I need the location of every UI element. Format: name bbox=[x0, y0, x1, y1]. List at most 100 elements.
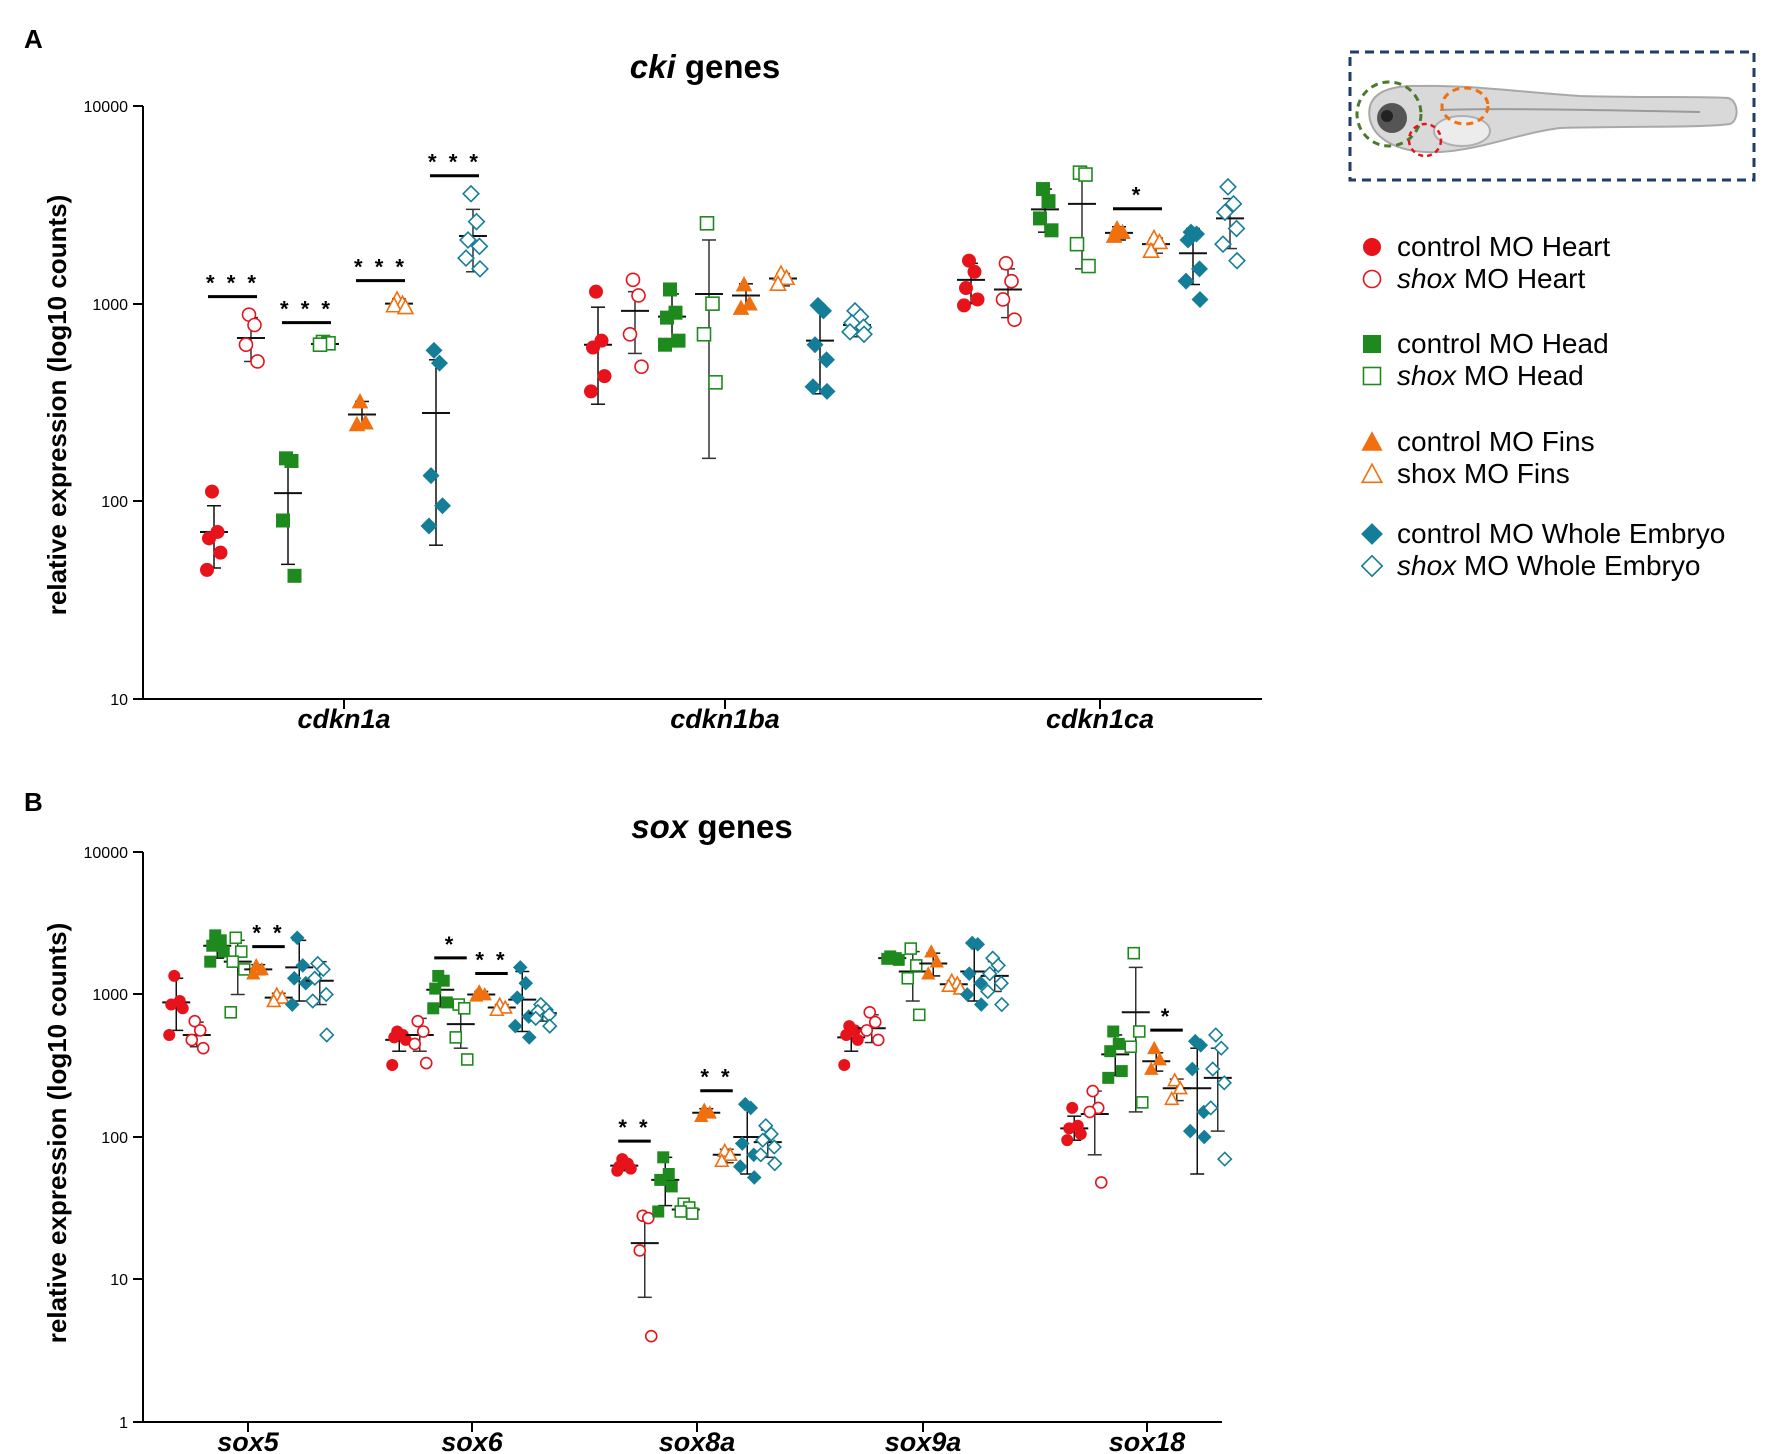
data-point-sox5-s0 bbox=[165, 998, 178, 1011]
fin-region-circle bbox=[1440, 86, 1490, 126]
data-point-sox18-s3 bbox=[1124, 1040, 1138, 1054]
significance-label: * * bbox=[475, 947, 507, 972]
data-point-sox6-s6 bbox=[521, 1030, 537, 1045]
data-point-sox18-s1 bbox=[1083, 1105, 1097, 1119]
data-point-sox18-s7 bbox=[1205, 1061, 1221, 1077]
data-point-sox18-s2 bbox=[1102, 1071, 1115, 1084]
data-point-cdkn1a-s7 bbox=[467, 212, 486, 231]
chart-title-a-rest: genes bbox=[676, 48, 781, 85]
embryo-notochord bbox=[1439, 108, 1701, 113]
y-tick-label-b-100: 100 bbox=[101, 1130, 128, 1147]
chart-title-b-rest: genes bbox=[688, 808, 793, 845]
data-point-sox8a-s1 bbox=[633, 1244, 647, 1257]
data-point-sox8a-s3 bbox=[685, 1207, 699, 1220]
data-point-cdkn1ca-s5 bbox=[1142, 241, 1160, 259]
data-point-sox9a-s6 bbox=[973, 975, 989, 991]
data-point-sox5-s0 bbox=[168, 969, 181, 982]
data-point-cdkn1ca-s0 bbox=[962, 253, 976, 268]
data-point-cdkn1ba-s4 bbox=[741, 295, 758, 311]
data-point-cdkn1a-s3 bbox=[312, 337, 328, 353]
data-point-cdkn1ca-s6 bbox=[1187, 225, 1206, 243]
data-point-sox6-s4 bbox=[469, 988, 484, 1002]
data-point-sox5-s3 bbox=[226, 955, 240, 968]
data-point-sox9a-s1 bbox=[860, 1024, 874, 1037]
data-point-cdkn1a-s7 bbox=[462, 184, 480, 203]
data-point-sox6-s2 bbox=[437, 974, 450, 987]
data-point-cdkn1a-s6 bbox=[422, 467, 440, 485]
data-point-cdkn1a-s7 bbox=[471, 259, 489, 278]
data-point-cdkn1ba-s0 bbox=[597, 369, 612, 384]
data-point-sox8a-s0 bbox=[624, 1162, 637, 1175]
data-point-cdkn1ca-s7 bbox=[1228, 251, 1246, 270]
y-axis-label-b: relative expression (log10 counts) bbox=[42, 923, 72, 1343]
data-point-sox9a-s4 bbox=[929, 954, 944, 968]
zebrafish-illustration bbox=[1348, 50, 1756, 182]
data-point-cdkn1ba-s1 bbox=[634, 359, 649, 374]
data-point-cdkn1ba-s1 bbox=[631, 288, 646, 303]
data-point-sox8a-s7 bbox=[755, 1132, 771, 1148]
data-point-sox9a-s3 bbox=[912, 1008, 926, 1022]
legend-label-shox-fins: shox MO Fins bbox=[1397, 458, 1570, 489]
panel-label-a: A bbox=[24, 24, 43, 54]
data-point-sox8a-s3 bbox=[674, 1205, 688, 1218]
data-point-sox9a-s7 bbox=[993, 975, 1009, 991]
y-tick-label-a-1000: 1000 bbox=[92, 297, 128, 314]
data-point-sox6-s1 bbox=[419, 1056, 433, 1070]
y-tick-label-b-10: 10 bbox=[110, 1272, 128, 1289]
data-point-cdkn1a-s1 bbox=[250, 354, 265, 369]
data-point-sox18-s6 bbox=[1193, 1038, 1209, 1053]
data-point-cdkn1ca-s7 bbox=[1219, 177, 1237, 196]
data-point-sox6-s6 bbox=[512, 960, 528, 975]
data-point-cdkn1a-s6 bbox=[433, 497, 452, 515]
data-point-sox18-s6 bbox=[1184, 1061, 1200, 1077]
legend-label-shox-heart-rest: MO Heart bbox=[1456, 263, 1585, 294]
data-point-cdkn1a-s4 bbox=[348, 415, 366, 432]
embryo-yolk bbox=[1433, 115, 1491, 147]
data-point-sox18-s7 bbox=[1213, 1040, 1229, 1056]
data-point-sox18-s0 bbox=[1066, 1101, 1079, 1114]
axes-b: 10000 1000 100 10 1 sox5 sox6 sox8a sox9… bbox=[84, 845, 1222, 1454]
x-category-cdkn1a: cdkn1a bbox=[297, 704, 390, 734]
data-point-sox6-s2 bbox=[440, 996, 453, 1009]
data-point-sox8a-s7 bbox=[763, 1126, 779, 1142]
data-point-sox8a-s7 bbox=[767, 1155, 783, 1172]
data-point-cdkn1ca-s2 bbox=[1036, 182, 1050, 197]
data-point-sox8a-s0 bbox=[611, 1164, 624, 1177]
data-point-cdkn1ca-s1 bbox=[1007, 312, 1022, 327]
legend-label-shox-heart-italic: shox bbox=[1397, 263, 1457, 294]
x-category-sox9a: sox9a bbox=[885, 1427, 962, 1454]
significance-label: * * * bbox=[428, 150, 481, 175]
data-point-sox9a-s2 bbox=[892, 953, 905, 966]
data-point-sox18-s0 bbox=[1074, 1127, 1087, 1140]
y-tick-label-a-10000: 10000 bbox=[84, 99, 129, 116]
legend-label-shox-whole-rest: MO Whole Embryo bbox=[1456, 550, 1700, 581]
data-point-sox18-s6 bbox=[1196, 1129, 1212, 1145]
data-point-cdkn1ca-s6 bbox=[1177, 272, 1195, 290]
legend-label-control-head: control MO Head bbox=[1397, 328, 1609, 359]
data-point-sox18-s5 bbox=[1164, 1090, 1180, 1106]
data-point-sox9a-s6 bbox=[970, 937, 986, 952]
legend-label-shox-head-italic: shox bbox=[1397, 360, 1457, 391]
data-point-sox18-s1 bbox=[1086, 1084, 1100, 1098]
data-point-sox5-s1 bbox=[185, 1033, 199, 1047]
data-point-sox8a-s2 bbox=[654, 1173, 667, 1186]
data-point-cdkn1ca-s1 bbox=[1004, 273, 1019, 289]
data-point-sox9a-s0 bbox=[851, 1033, 864, 1046]
data-point-sox18-s2 bbox=[1107, 1025, 1120, 1038]
data-point-sox6-s2 bbox=[429, 982, 442, 995]
legend-label-control-fins: control MO Fins bbox=[1397, 426, 1595, 457]
legend-marker-4 bbox=[1361, 431, 1383, 451]
significance-label: * * * bbox=[354, 255, 407, 280]
data-point-sox5-s0 bbox=[176, 1002, 189, 1015]
data-point-cdkn1ba-s7 bbox=[841, 322, 859, 341]
legend-marker-0 bbox=[1363, 238, 1381, 256]
legend-label-control-heart: control MO Heart bbox=[1397, 231, 1610, 262]
data-point-sox6-s7 bbox=[542, 1018, 558, 1034]
data-point-sox18-s3 bbox=[1127, 946, 1141, 960]
data-point-cdkn1ba-s0 bbox=[589, 284, 603, 299]
data-point-sox9a-s4 bbox=[924, 944, 939, 958]
data-point-sox6-s2 bbox=[427, 1002, 440, 1015]
significance-label: * * bbox=[700, 1065, 732, 1090]
x-category-sox6: sox6 bbox=[441, 1427, 504, 1454]
